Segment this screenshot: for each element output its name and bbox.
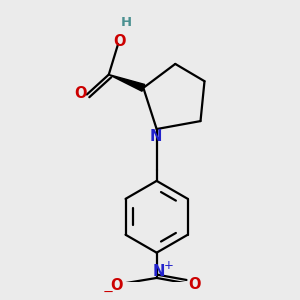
Text: O: O [188,277,201,292]
Text: O: O [110,278,122,293]
Text: O: O [113,34,126,49]
Text: N: N [150,129,162,144]
Text: −: − [103,286,114,299]
Polygon shape [109,75,145,91]
Text: N: N [152,265,165,280]
Text: O: O [74,86,86,101]
Text: H: H [121,16,132,29]
Text: +: + [164,259,173,272]
